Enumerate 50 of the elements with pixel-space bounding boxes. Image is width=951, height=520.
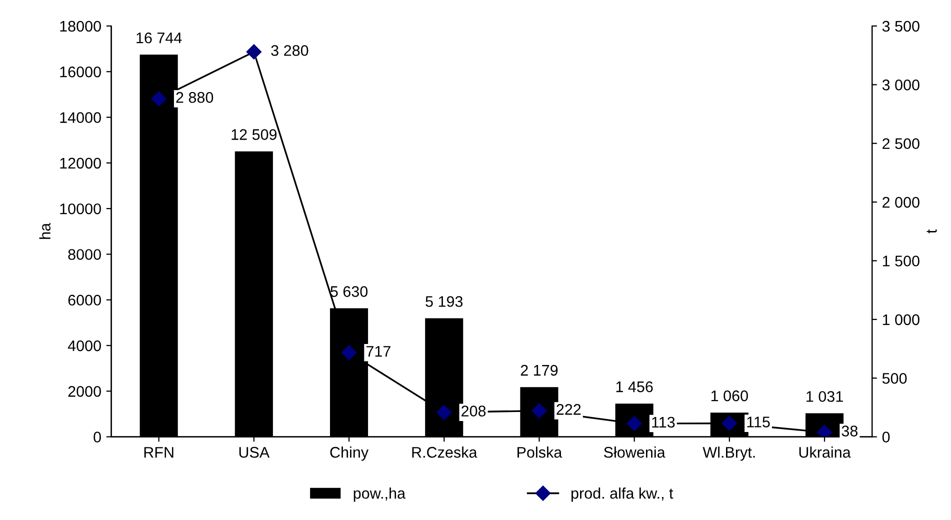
x-tick-label: Wl.Bryt. xyxy=(702,446,755,461)
y-tick-label: 8000 xyxy=(68,249,101,260)
y-tick-label: 12000 xyxy=(60,158,101,169)
x-tick-label: Ukraina xyxy=(799,446,851,458)
y2-tick-label: 3 000 xyxy=(882,80,920,90)
x-tick-label: Chiny xyxy=(330,446,369,461)
data-label: 2 880 xyxy=(176,92,214,103)
legend-label: prod. alfa kw., t xyxy=(572,488,674,502)
y-tick-label: 0 xyxy=(94,432,101,442)
x-tick-label: Polska xyxy=(518,446,562,458)
y-tick-label: 16000 xyxy=(60,66,101,78)
y2-axis-title: t xyxy=(926,229,937,234)
y-tick-label: 6000 xyxy=(68,294,101,306)
data-label: 1 031 xyxy=(806,391,843,402)
y2-tick-label: 1 000 xyxy=(882,314,920,326)
y2-tick-label: 2 500 xyxy=(882,138,920,150)
point xyxy=(151,91,166,106)
legend-label: pow.,ha xyxy=(354,488,406,502)
point xyxy=(246,44,262,60)
data-label: 3 280 xyxy=(271,45,308,56)
point xyxy=(341,345,357,360)
data-label: 12 509 xyxy=(232,129,277,140)
x-tick-label: Słowenia xyxy=(604,446,666,458)
data-label: 222 xyxy=(556,404,581,415)
data-label: 1 060 xyxy=(711,390,748,402)
y-tick-label: 10000 xyxy=(60,203,101,214)
data-label: 113 xyxy=(652,416,675,428)
x-tick-label: R.Czeska xyxy=(412,446,478,458)
x-tick-label: USA xyxy=(239,446,270,458)
y2-tick-label: 500 xyxy=(882,372,907,384)
y2-tick-label: 0 xyxy=(882,432,890,442)
y-tick-label: 2000 xyxy=(68,386,101,397)
data-label: 5 193 xyxy=(426,296,463,307)
data-label: 2 179 xyxy=(520,364,558,376)
data-label: 717 xyxy=(366,346,390,357)
y2-tick-label: 1 500 xyxy=(882,256,920,266)
x-tick-label: RFN xyxy=(144,447,174,458)
y2-tick-label: 3 500 xyxy=(882,20,920,32)
data-label: 38 xyxy=(842,426,858,436)
y2-tick-label: 2 000 xyxy=(882,196,920,208)
data-label: 115 xyxy=(747,416,770,428)
point xyxy=(436,404,452,420)
data-label: 1 456 xyxy=(616,381,653,392)
data-label: 208 xyxy=(462,406,486,416)
y-tick-label: 4000 xyxy=(68,340,101,352)
y-tick-label: 18000 xyxy=(60,20,101,32)
data-label: 5 630 xyxy=(330,286,368,297)
data-label: 16 744 xyxy=(136,32,182,44)
y-tick-label: 14000 xyxy=(60,112,101,123)
y-axis-title: ha xyxy=(39,222,50,239)
